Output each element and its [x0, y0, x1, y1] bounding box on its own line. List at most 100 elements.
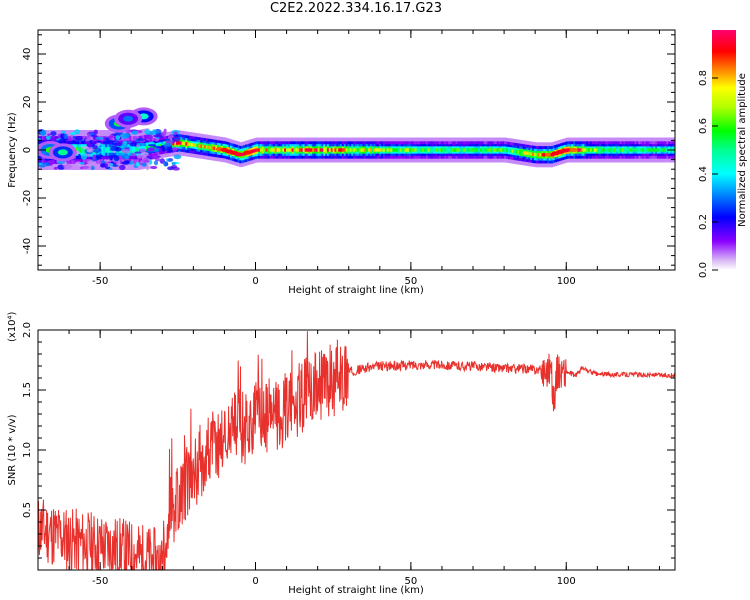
- heatmap-noise: [161, 131, 167, 137]
- heatmap-cell: [545, 153, 548, 157]
- heatmap-cell: [174, 141, 177, 146]
- heatmap-cell: [106, 147, 110, 153]
- heatmap-noise: [153, 134, 162, 138]
- colorbar-tick-label: 0.6: [698, 118, 709, 134]
- spectrogram-xlabel: Height of straight line (km): [288, 285, 424, 296]
- heatmap-cell: [254, 148, 257, 153]
- heatmap-noise: [150, 165, 158, 170]
- heatmap-cell: [576, 148, 580, 152]
- heatmap-noise: [172, 146, 178, 152]
- heatmap-cell: [634, 148, 638, 152]
- heatmap-cell: [325, 148, 328, 152]
- heatmap-cell: [407, 148, 410, 152]
- spectrogram-y-tick-label: -40: [22, 238, 33, 254]
- heatmap-cell: [498, 148, 501, 152]
- heatmap-noise: [147, 144, 157, 147]
- heatmap-noise: [163, 161, 168, 167]
- heatmap-cell: [647, 148, 651, 152]
- heatmap-cell: [211, 146, 214, 150]
- heatmap-cell: [433, 148, 436, 152]
- heatmap-cell: [645, 148, 649, 152]
- colorbar-ticks: 0.0 0.2 0.4 0.6 0.8: [698, 70, 718, 278]
- heatmap-noise: [136, 137, 145, 142]
- heatmap-cell: [315, 148, 319, 152]
- heatmap-cell: [289, 148, 293, 152]
- heatmap-cell: [485, 148, 488, 152]
- heatmap-cell: [403, 148, 406, 152]
- heatmap-cell: [593, 148, 597, 152]
- heatmap-noise: [50, 131, 57, 137]
- heatmap-cell: [586, 148, 589, 152]
- heatmap-cell: [259, 148, 263, 152]
- heatmap-cell: [213, 146, 216, 150]
- heatmap-cell: [187, 142, 190, 146]
- spectrogram-x-tick-label: 50: [405, 276, 418, 287]
- heatmap-noise: [149, 153, 159, 160]
- heatmap-cell: [364, 148, 367, 152]
- heatmap-cell: [584, 148, 587, 152]
- heatmap-cell: [362, 148, 365, 152]
- snr-y-tick-label: 1.0: [22, 442, 33, 458]
- spectrogram-ticks: -50 0 50 100 -40 -20 0 20 40: [22, 30, 675, 287]
- heatmap-cell: [280, 148, 283, 152]
- heatmap-noise: [80, 153, 88, 160]
- heatmap-cell: [349, 148, 352, 152]
- heatmap-cell: [660, 148, 664, 152]
- heatmap-cell: [189, 142, 192, 147]
- heatmap-cell: [196, 144, 199, 148]
- heatmap-cell: [317, 148, 321, 152]
- snr-x-tick-label: 100: [557, 576, 576, 587]
- heatmap-cell: [532, 152, 535, 156]
- heatmap-cell: [394, 148, 397, 152]
- heatmap-cell: [308, 148, 311, 152]
- heatmap-cell: [487, 148, 490, 152]
- heatmap-cell: [250, 149, 254, 154]
- heatmap-noise: [93, 129, 98, 135]
- heatmap-cell: [479, 148, 483, 152]
- heatmap-cell: [537, 153, 541, 157]
- snr-x-tick-label: 50: [405, 576, 418, 587]
- heatmap-noise: [154, 138, 159, 142]
- heatmap-cell: [459, 148, 462, 152]
- heatmap-cell: [528, 152, 531, 156]
- heatmap-cell: [604, 148, 608, 152]
- heatmap-cell: [651, 148, 654, 152]
- heatmap-cell: [183, 141, 186, 146]
- heatmap-core: [570, 148, 579, 152]
- heatmap-cell: [589, 148, 593, 152]
- heatmap-noise: [38, 138, 42, 141]
- heatmap-cell: [491, 148, 494, 152]
- heatmap-cell: [587, 148, 591, 152]
- heatmap-noise: [40, 131, 47, 136]
- heatmap-noise: [47, 133, 51, 136]
- heatmap-cell: [136, 147, 140, 153]
- colorbar-tick-label: 0.4: [698, 166, 709, 182]
- heatmap-blob: [57, 149, 68, 156]
- heatmap-cell: [448, 148, 451, 152]
- heatmap-cell: [177, 141, 181, 145]
- heatmap-cell: [550, 153, 554, 157]
- heatmap-cell: [489, 148, 492, 152]
- heatmap-cell: [530, 152, 533, 156]
- heatmap-cell: [388, 148, 391, 152]
- heatmap-cell: [321, 148, 324, 152]
- heatmap-cell: [181, 141, 185, 146]
- heatmap-cell: [509, 149, 513, 153]
- heatmap-cell: [610, 148, 613, 152]
- heatmap-cell: [306, 148, 309, 152]
- heatmap-cell: [418, 148, 421, 152]
- heatmap-cell: [269, 148, 272, 152]
- heatmap-cell: [285, 148, 289, 152]
- heatmap-cell: [632, 148, 636, 152]
- spectrogram-ylabel: Frequency (Hz): [7, 112, 18, 188]
- heatmap-cell: [190, 143, 194, 147]
- heatmap-cell: [409, 148, 412, 152]
- heatmap-cell: [427, 148, 431, 152]
- heatmap-cell: [356, 148, 360, 152]
- heatmap-noise: [87, 143, 93, 148]
- heatmap-cell: [602, 148, 606, 152]
- heatmap-noise: [114, 147, 122, 152]
- heatmap-cell: [399, 148, 403, 152]
- heatmap-cell: [446, 148, 449, 152]
- heatmap-cell: [386, 148, 390, 152]
